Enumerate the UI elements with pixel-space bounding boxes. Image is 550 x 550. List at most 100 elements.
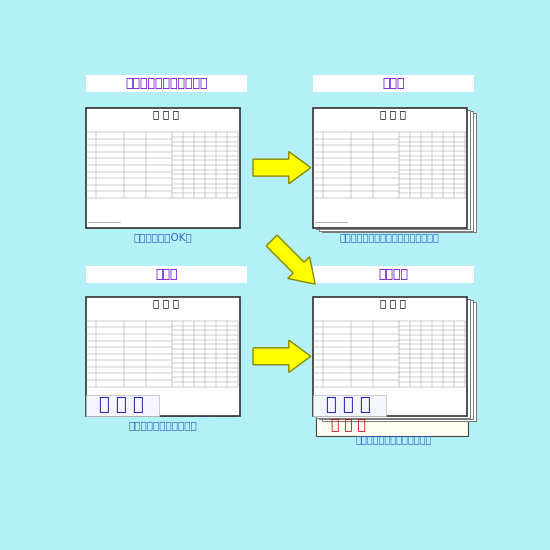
Bar xyxy=(86,395,159,416)
Bar xyxy=(439,405,464,416)
Polygon shape xyxy=(266,235,315,284)
Bar xyxy=(86,141,91,145)
Bar xyxy=(409,127,466,131)
Bar xyxy=(86,138,91,141)
Bar xyxy=(344,330,349,334)
Bar xyxy=(156,405,209,416)
Bar xyxy=(212,216,236,227)
Bar xyxy=(182,127,239,131)
Bar xyxy=(86,316,139,320)
Text: ────────────────────: ──────────────────── xyxy=(315,410,348,414)
Text: 必要に応じてホッチキス等で止める。: 必要に応じてホッチキス等で止める。 xyxy=(340,232,439,242)
Text: 手書き: 手書き xyxy=(155,268,178,281)
Text: な ま え: な ま え xyxy=(326,396,371,414)
Bar xyxy=(182,310,239,315)
Bar xyxy=(334,326,338,330)
Bar xyxy=(117,326,122,330)
Bar xyxy=(86,310,139,315)
Bar xyxy=(117,141,122,145)
Bar xyxy=(409,316,466,320)
Bar xyxy=(128,330,132,334)
Bar xyxy=(128,141,132,145)
Text: な ま え: な ま え xyxy=(98,396,144,414)
Bar xyxy=(107,141,111,145)
Bar xyxy=(314,326,318,330)
Bar xyxy=(355,141,359,145)
Bar xyxy=(314,330,318,334)
Bar xyxy=(86,326,129,334)
Bar xyxy=(369,127,406,131)
Bar xyxy=(97,326,101,330)
Bar xyxy=(324,138,328,141)
Bar xyxy=(314,141,318,145)
Bar xyxy=(182,316,239,320)
Polygon shape xyxy=(253,151,311,184)
Bar xyxy=(355,330,359,334)
Bar xyxy=(117,330,122,334)
Text: 申 込 書: 申 込 書 xyxy=(152,298,179,308)
Bar xyxy=(344,138,349,141)
Bar xyxy=(334,330,338,334)
Bar xyxy=(409,310,466,315)
Bar xyxy=(316,299,470,418)
Bar xyxy=(312,108,466,228)
Bar xyxy=(312,266,474,283)
Bar xyxy=(142,310,179,315)
Bar xyxy=(409,122,466,126)
Bar xyxy=(314,316,366,320)
Bar xyxy=(344,141,349,145)
Bar xyxy=(86,108,240,228)
Bar xyxy=(319,300,473,420)
Bar xyxy=(86,393,154,416)
Bar xyxy=(107,326,111,330)
Text: な ま え: な ま え xyxy=(331,418,366,432)
Text: 申 込 書: 申 込 書 xyxy=(152,109,179,119)
Bar xyxy=(182,122,239,126)
Bar xyxy=(156,205,238,216)
Bar xyxy=(86,330,91,334)
Polygon shape xyxy=(253,340,311,372)
Bar xyxy=(369,122,406,126)
Bar xyxy=(97,330,101,334)
Bar xyxy=(322,113,476,232)
Bar xyxy=(316,412,468,436)
Bar xyxy=(316,110,470,229)
Text: ────────────────────: ──────────────────── xyxy=(88,222,120,225)
Text: 申 込 書: 申 込 書 xyxy=(379,109,406,119)
Bar xyxy=(86,266,248,283)
Bar xyxy=(314,326,356,334)
Bar xyxy=(86,326,91,330)
Bar xyxy=(314,122,366,126)
Bar xyxy=(86,205,154,227)
Bar xyxy=(314,205,381,227)
Bar xyxy=(312,75,474,92)
Bar xyxy=(86,127,139,131)
Bar xyxy=(314,393,381,416)
Bar xyxy=(369,316,406,320)
Bar xyxy=(314,138,356,145)
Bar xyxy=(383,394,465,404)
Bar xyxy=(142,122,179,126)
Bar xyxy=(319,112,473,231)
Bar xyxy=(212,405,236,416)
Bar xyxy=(383,405,436,416)
Text: 申 込 書: 申 込 書 xyxy=(379,298,406,308)
Bar xyxy=(107,330,111,334)
Bar xyxy=(322,301,476,421)
Bar xyxy=(369,310,406,315)
Bar xyxy=(86,75,248,92)
Bar xyxy=(142,316,179,320)
Bar xyxy=(156,394,238,404)
Bar xyxy=(324,330,328,334)
Bar xyxy=(383,216,436,227)
Bar xyxy=(97,141,101,145)
Text: 下に複写: 下に複写 xyxy=(378,268,409,281)
Bar xyxy=(117,138,122,141)
Bar xyxy=(383,205,465,216)
Bar xyxy=(324,141,328,145)
Bar xyxy=(334,141,338,145)
Bar xyxy=(314,138,318,141)
Bar xyxy=(107,138,111,141)
Bar xyxy=(156,216,209,227)
Bar xyxy=(86,138,129,145)
